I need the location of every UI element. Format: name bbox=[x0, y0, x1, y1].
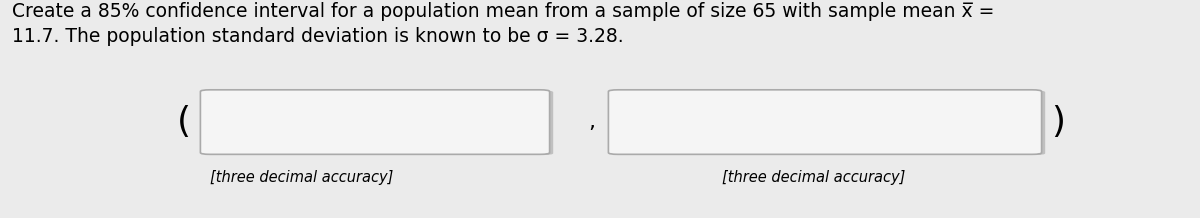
Text: Create a 85% confidence interval for a population mean from a sample of size 65 : Create a 85% confidence interval for a p… bbox=[12, 2, 995, 46]
Text: [three decimal accuracy]: [three decimal accuracy] bbox=[210, 170, 394, 185]
FancyBboxPatch shape bbox=[200, 90, 550, 154]
Text: ,: , bbox=[588, 112, 595, 132]
Text: (: ( bbox=[176, 105, 191, 139]
FancyBboxPatch shape bbox=[608, 90, 1042, 154]
Text: [three decimal accuracy]: [three decimal accuracy] bbox=[721, 170, 905, 185]
FancyBboxPatch shape bbox=[612, 90, 1045, 155]
Text: ): ) bbox=[1051, 105, 1066, 139]
FancyBboxPatch shape bbox=[204, 90, 553, 155]
